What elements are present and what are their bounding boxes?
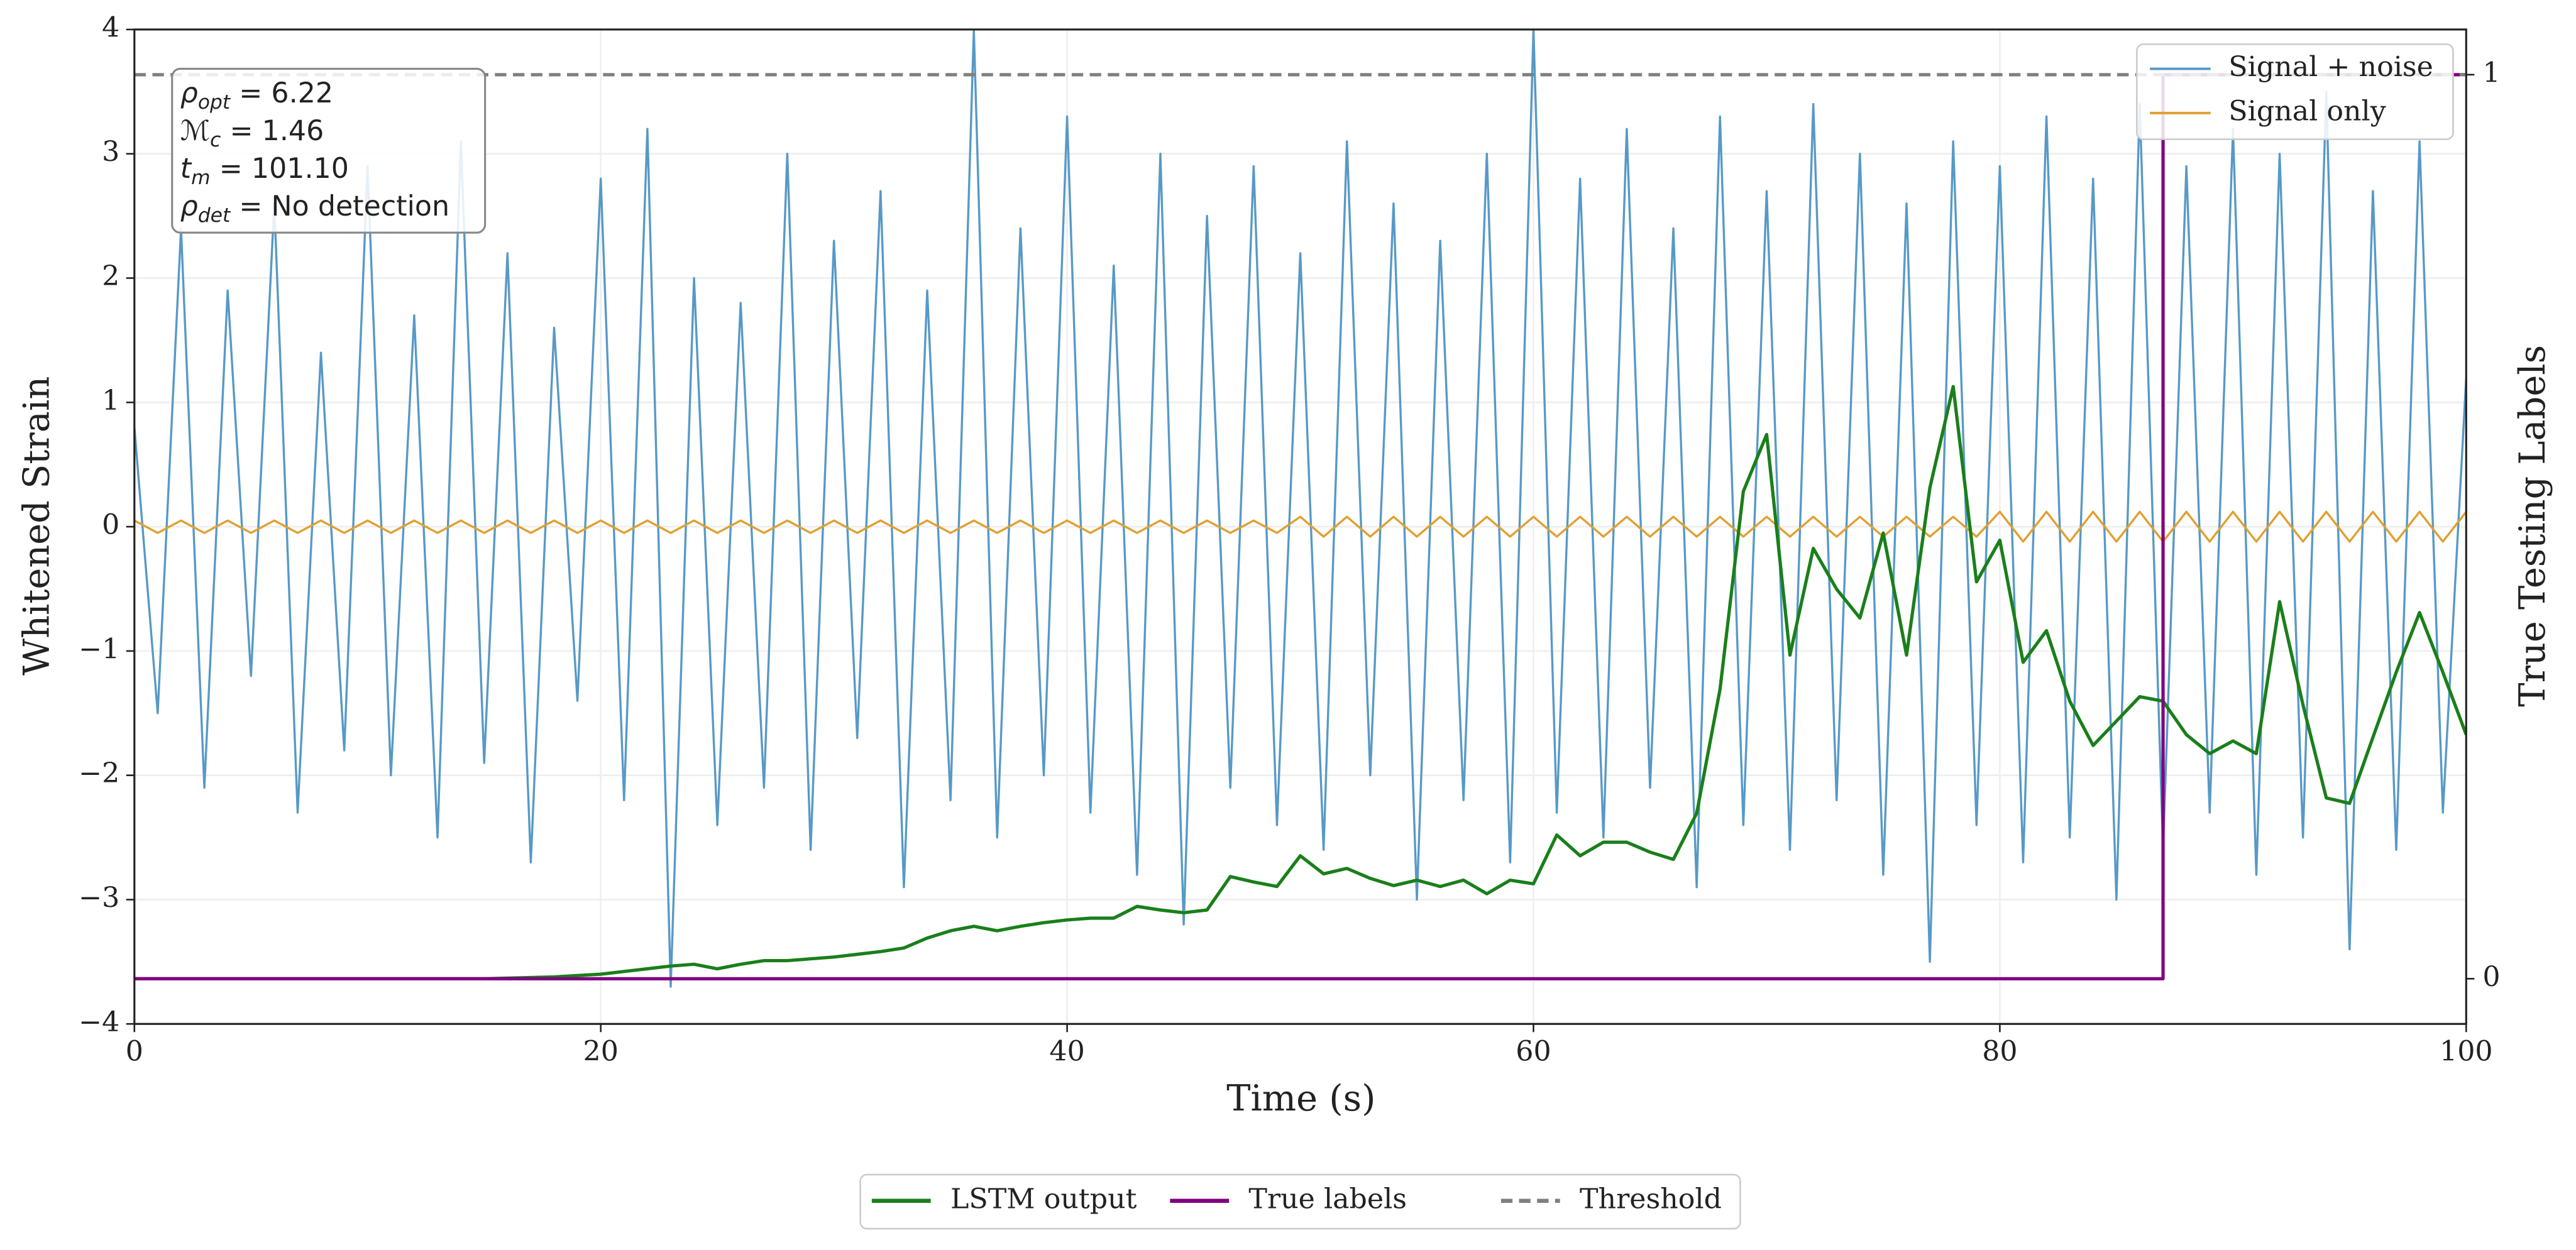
annotation-box [171,67,487,234]
annotation-rest: = 6.22 [230,77,333,109]
legend-box [859,1173,1741,1230]
annotation-line: ρopt = 6.22 [180,77,333,114]
annotation-line: ρdet = No detection [180,190,449,227]
x-tick-label: 80 [1982,1036,2017,1068]
y-tick-label: 4 [102,11,119,43]
annotation-base: ρ [180,190,198,222]
series-line [134,29,2467,988]
y-tick-label: −1 [79,633,119,665]
series-line [134,385,2467,980]
legend-label: Signal only [2228,95,2386,127]
legend-label: LSTM output [950,1183,1137,1215]
annotation-rest: = 1.46 [221,115,324,147]
x-tick-label: 40 [1049,1036,1084,1068]
y-tick-label: −3 [79,882,119,914]
y2-axis-label: True Testing Labels [2511,345,2553,707]
y-tick-label: 0 [102,509,119,541]
x-tick-label: 100 [2440,1036,2493,1068]
y2-tick-label: 0 [2482,961,2500,993]
legend-box [2136,43,2454,140]
annotation-base: t [180,153,192,185]
x-axis-label: Time (s) [1226,1077,1375,1119]
annotation-sub: opt [198,91,231,114]
x-tick-label: 60 [1516,1036,1551,1068]
y-axis-label: Whitened Strain [16,376,58,676]
annotation-base: ℳ [180,115,210,147]
annotation-sub: m [191,167,210,189]
y-tick-label: −4 [79,1006,119,1038]
legend-label: Signal + noise [2228,51,2433,83]
y-tick-label: 1 [102,385,119,417]
annotation-rest: = No detection [230,190,449,222]
annotation-sub: det [198,204,231,227]
series-line [134,510,2467,543]
annotation-line: ℳc = 1.46 [180,115,324,151]
annotation-sub: c [210,129,221,151]
legend: LSTM output True labels Threshold [871,1183,1722,1215]
legend-label: Threshold [1580,1183,1722,1215]
y-tick-label: 2 [102,260,119,292]
annotation-base: ρ [180,77,198,109]
x-tick-label: 20 [583,1036,619,1068]
legend: Signal + noise Signal only [2150,51,2433,127]
y-tick-label: −2 [79,757,119,789]
annotation-rest: = 101.10 [211,153,349,185]
annotation-line: tm = 101.10 [180,153,349,189]
x-tick-label: 0 [126,1036,143,1068]
y-tick-label: 3 [102,136,119,168]
y2-tick-label: 1 [2482,57,2500,89]
legend-label: True labels [1248,1183,1407,1215]
